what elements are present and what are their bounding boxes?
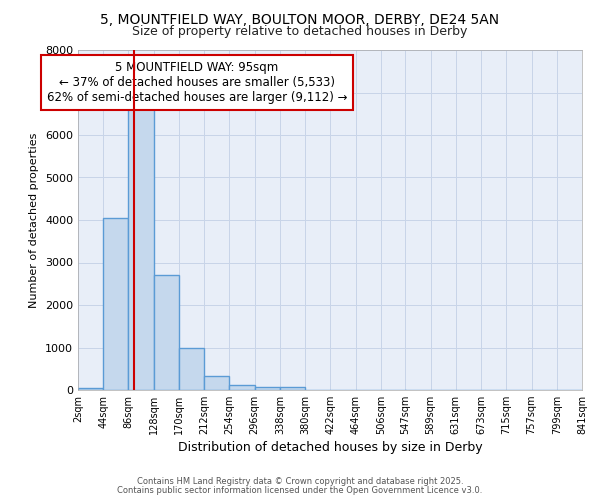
Text: Contains public sector information licensed under the Open Government Licence v3: Contains public sector information licen…: [118, 486, 482, 495]
X-axis label: Distribution of detached houses by size in Derby: Distribution of detached houses by size …: [178, 442, 482, 454]
Text: Contains HM Land Registry data © Crown copyright and database right 2025.: Contains HM Land Registry data © Crown c…: [137, 477, 463, 486]
Text: 5, MOUNTFIELD WAY, BOULTON MOOR, DERBY, DE24 5AN: 5, MOUNTFIELD WAY, BOULTON MOOR, DERBY, …: [100, 12, 500, 26]
Text: Size of property relative to detached houses in Derby: Size of property relative to detached ho…: [133, 25, 467, 38]
Bar: [103, 218, 128, 390]
Bar: [179, 348, 204, 390]
Bar: [128, 108, 154, 390]
Bar: [280, 387, 305, 390]
Bar: [154, 275, 179, 390]
Bar: [254, 387, 280, 390]
Text: 5 MOUNTFIELD WAY: 95sqm
← 37% of detached houses are smaller (5,533)
62% of semi: 5 MOUNTFIELD WAY: 95sqm ← 37% of detache…: [47, 60, 347, 104]
Bar: [229, 385, 254, 390]
Bar: [204, 376, 229, 390]
Y-axis label: Number of detached properties: Number of detached properties: [29, 132, 40, 308]
Bar: [78, 388, 103, 390]
